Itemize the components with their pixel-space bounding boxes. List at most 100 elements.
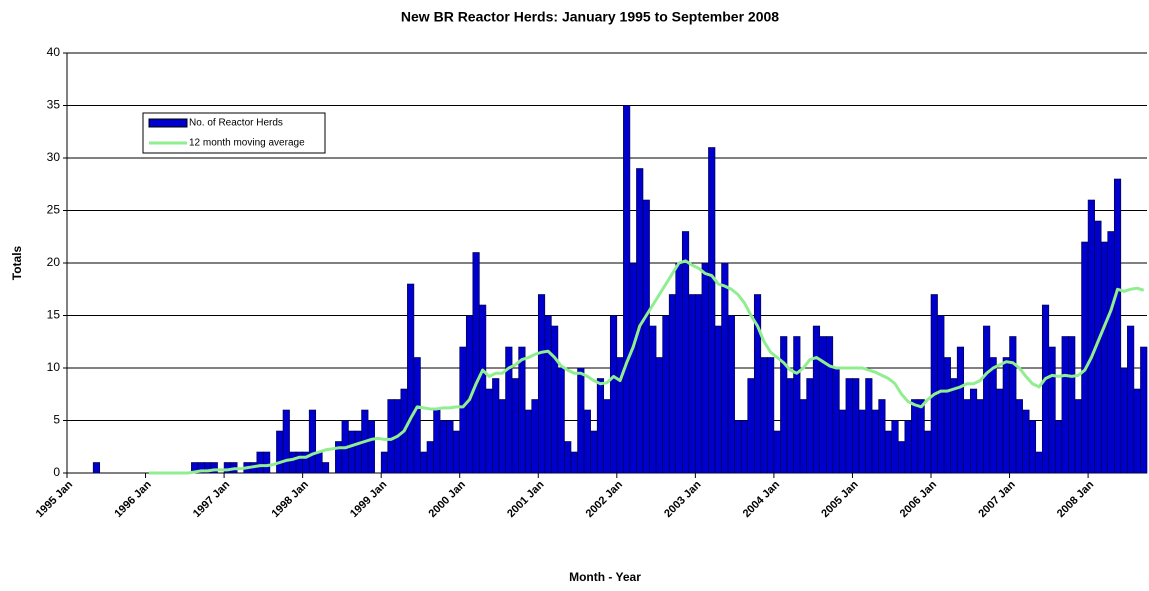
bar xyxy=(544,315,552,474)
bar xyxy=(623,105,631,474)
bar xyxy=(760,357,768,474)
bar xyxy=(590,430,598,474)
bar xyxy=(773,430,781,474)
bar xyxy=(897,441,906,474)
bar xyxy=(380,451,389,474)
y-tick-label: 40 xyxy=(47,45,61,59)
bar xyxy=(1009,336,1017,474)
x-tick-label: 2002 Jan xyxy=(584,478,626,520)
bar xyxy=(433,409,441,474)
bar xyxy=(852,378,860,474)
bar xyxy=(583,409,591,474)
bar xyxy=(721,262,729,474)
bar xyxy=(1113,178,1122,474)
bar xyxy=(609,315,618,474)
moving-average-line xyxy=(148,259,1145,475)
x-tick-label: 2003 Jan xyxy=(662,478,704,520)
bar xyxy=(420,451,428,474)
bar xyxy=(315,451,323,474)
bar xyxy=(714,325,722,474)
x-tick-label: 2000 Jan xyxy=(427,478,469,520)
bar xyxy=(439,420,447,474)
x-tick-label: 2006 Jan xyxy=(898,478,940,520)
y-tick-label: 25 xyxy=(47,203,61,217)
y-tick-label: 10 xyxy=(47,360,61,374)
legend-label: 12 month moving average xyxy=(189,138,305,149)
y-tick-label: 30 xyxy=(47,150,61,164)
bar xyxy=(1107,231,1115,474)
bar xyxy=(1002,357,1010,474)
x-tick-label: 1998 Jan xyxy=(269,478,311,520)
bar xyxy=(747,378,755,474)
bar xyxy=(1081,241,1089,474)
y-tick-label: 5 xyxy=(53,413,60,427)
bar xyxy=(780,336,788,474)
bar xyxy=(996,388,1004,474)
bar xyxy=(865,378,873,474)
bar xyxy=(740,420,749,474)
bar xyxy=(642,199,650,474)
bar xyxy=(524,409,533,474)
bar xyxy=(256,451,264,474)
bar xyxy=(911,399,919,474)
bar xyxy=(1120,367,1128,474)
bar xyxy=(930,294,938,474)
bar xyxy=(308,409,317,474)
bar xyxy=(1015,399,1023,474)
bar xyxy=(845,378,853,474)
x-tick-label: 1996 Jan xyxy=(112,478,154,520)
bar xyxy=(767,357,775,474)
bar xyxy=(472,252,480,474)
y-axis-title: Totals xyxy=(10,245,24,280)
x-axis-title: Month - Year xyxy=(569,570,641,584)
x-tick-label: 1995 Jan xyxy=(34,478,76,520)
bar xyxy=(479,304,487,474)
bar xyxy=(282,409,290,474)
bar xyxy=(858,409,866,474)
bar xyxy=(452,430,461,474)
bar xyxy=(1068,336,1076,474)
bar xyxy=(387,399,395,474)
bar xyxy=(629,262,637,474)
y-tick-label: 20 xyxy=(47,255,61,269)
bar xyxy=(511,378,519,474)
bar xyxy=(459,346,467,474)
x-tick-label: 2001 Jan xyxy=(505,478,547,520)
bar xyxy=(956,346,965,474)
bar xyxy=(492,378,500,474)
bar xyxy=(354,430,362,474)
bar xyxy=(1028,420,1037,474)
x-tick-label: 2007 Jan xyxy=(976,478,1018,520)
x-tick-label: 1997 Jan xyxy=(191,478,233,520)
bar xyxy=(263,451,271,474)
bar xyxy=(943,357,951,474)
bar xyxy=(485,388,493,474)
x-tick-label: 2005 Jan xyxy=(819,478,861,520)
bar xyxy=(295,451,303,474)
bar xyxy=(1074,399,1082,474)
bar xyxy=(812,325,821,474)
bar xyxy=(727,315,735,474)
bar xyxy=(537,294,546,474)
x-tick-label: 2004 Jan xyxy=(741,478,783,520)
bar xyxy=(577,367,585,474)
bar xyxy=(564,441,572,474)
x-tick-label: 1999 Jan xyxy=(348,478,390,520)
legend-swatch xyxy=(148,118,188,128)
bar xyxy=(557,367,565,474)
bar xyxy=(603,399,611,474)
y-tick-label: 35 xyxy=(47,98,61,112)
bar xyxy=(976,399,984,474)
bar xyxy=(950,378,958,474)
bar xyxy=(695,294,703,474)
bar xyxy=(531,399,539,474)
y-tick-label: 0 xyxy=(53,465,60,479)
bar xyxy=(1087,199,1095,474)
y-tick-label: 15 xyxy=(47,308,61,322)
bar xyxy=(413,357,421,474)
legend-label: No. of Reactor Herds xyxy=(189,118,283,129)
bar xyxy=(92,462,101,474)
x-tick-label: 2008 Jan xyxy=(1055,478,1097,520)
bar xyxy=(675,262,683,474)
